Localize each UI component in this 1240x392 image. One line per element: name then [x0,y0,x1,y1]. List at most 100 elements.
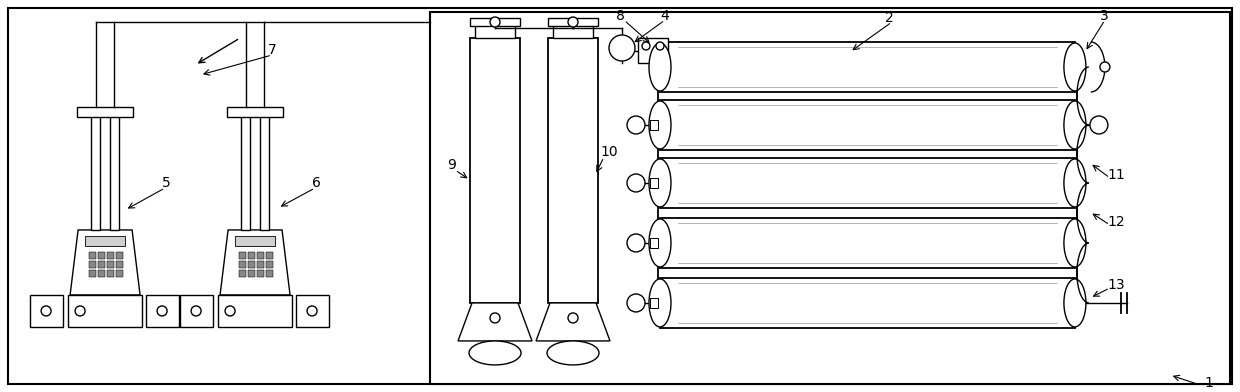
Ellipse shape [649,219,671,267]
Bar [660,278,1075,328]
Bar [107,270,114,277]
Bar [89,270,95,277]
Circle shape [627,234,645,252]
Text: 5: 5 [162,176,171,190]
Bar [650,238,658,248]
Bar [475,24,515,38]
Circle shape [609,35,635,61]
Ellipse shape [649,159,671,207]
Bar [470,18,520,26]
Bar [180,295,213,327]
Circle shape [642,42,650,50]
Ellipse shape [1064,43,1086,91]
Text: 9: 9 [448,158,456,172]
Bar [257,270,264,277]
Bar [98,261,105,268]
Bar [236,236,275,246]
Text: 13: 13 [1107,278,1126,292]
Bar [218,295,293,327]
Ellipse shape [1064,219,1086,267]
Bar [296,295,329,327]
Bar [548,38,598,303]
Text: 8: 8 [616,9,625,23]
Bar [257,261,264,268]
Bar [548,18,598,26]
Bar [267,261,273,268]
Text: 3: 3 [1100,9,1109,23]
Text: 4: 4 [660,9,668,23]
Bar [430,12,1230,384]
Bar [117,252,123,259]
Circle shape [76,306,86,316]
Ellipse shape [649,279,671,327]
Circle shape [157,306,167,316]
Circle shape [627,174,645,192]
Bar [660,100,1075,150]
Text: 12: 12 [1107,215,1126,229]
Bar [650,298,658,308]
Text: 1: 1 [1205,376,1214,390]
Bar [267,252,273,259]
Circle shape [490,313,500,323]
Bar [68,295,143,327]
Bar [98,270,105,277]
Bar [107,261,114,268]
Circle shape [308,306,317,316]
Ellipse shape [547,341,599,365]
Circle shape [1100,62,1110,72]
Polygon shape [71,230,140,295]
Bar [248,261,255,268]
Circle shape [41,306,51,316]
Text: 6: 6 [312,176,321,190]
Bar [660,218,1075,268]
Bar [239,261,246,268]
Bar [660,158,1075,208]
Ellipse shape [649,101,671,149]
Bar [98,252,105,259]
Bar [239,252,246,259]
Bar [241,112,250,230]
Bar [89,261,95,268]
Bar [117,270,123,277]
Ellipse shape [1064,101,1086,149]
Bar [227,107,283,117]
Bar [260,112,269,230]
Bar [267,270,273,277]
Circle shape [568,17,578,27]
Bar [553,24,593,38]
Bar [91,112,100,230]
Bar [110,112,119,230]
Ellipse shape [649,43,671,91]
Polygon shape [458,303,532,341]
Bar [107,252,114,259]
Bar [30,295,63,327]
Bar [89,252,95,259]
Circle shape [1090,116,1107,134]
Bar [146,295,179,327]
Ellipse shape [469,341,521,365]
Bar [239,270,246,277]
Bar [470,38,520,303]
Text: 2: 2 [885,11,894,25]
Circle shape [627,294,645,312]
Ellipse shape [1064,159,1086,207]
Polygon shape [219,230,290,295]
Polygon shape [536,303,610,341]
Bar [639,38,668,63]
Bar [650,178,658,188]
Bar [660,42,1075,92]
Ellipse shape [1064,279,1086,327]
Circle shape [568,313,578,323]
Bar [77,107,133,117]
Circle shape [226,306,236,316]
Circle shape [191,306,201,316]
Text: 10: 10 [600,145,618,159]
Circle shape [627,116,645,134]
Bar [248,270,255,277]
Circle shape [490,17,500,27]
Text: 7: 7 [268,43,277,57]
Bar [117,261,123,268]
Circle shape [656,42,663,50]
Bar [86,236,125,246]
Bar [248,252,255,259]
